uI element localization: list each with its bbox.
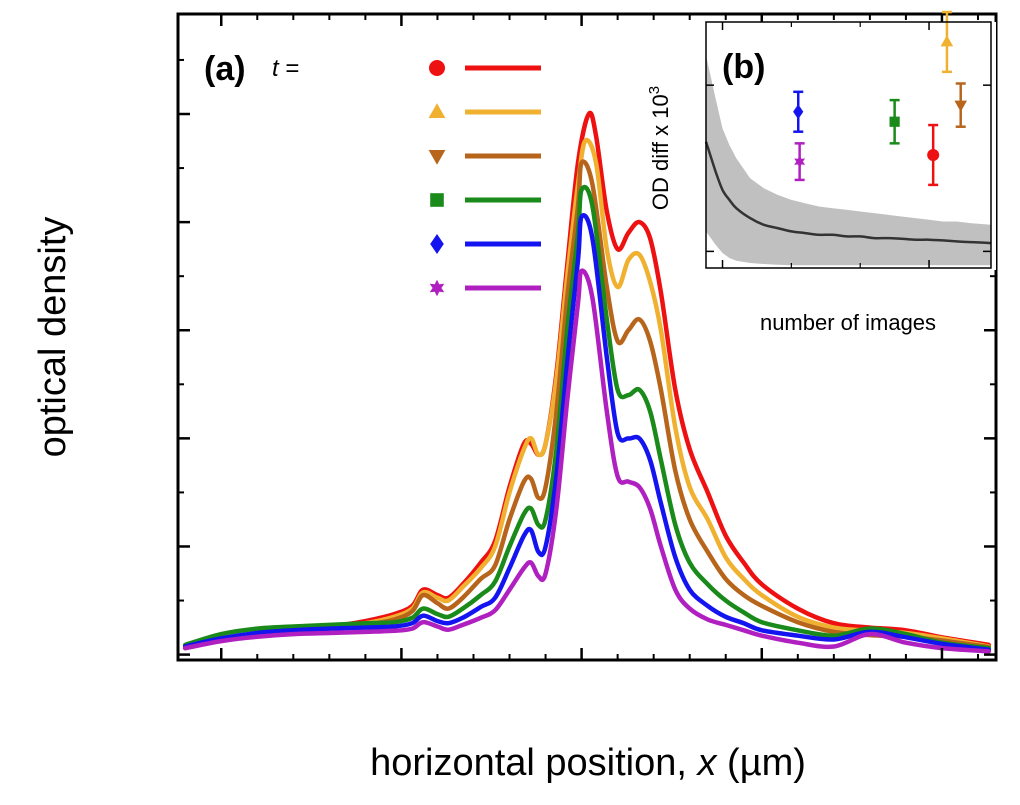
inset-marker-30ms	[927, 148, 940, 161]
panel-label-a: (a)	[204, 50, 246, 88]
inset-x-axis-label: number of images	[760, 310, 936, 335]
legend-marker-100ms	[428, 150, 446, 165]
inset-y-label-exp: 3	[646, 86, 663, 94]
legend-marker-60ms	[428, 103, 446, 118]
inset-marker-300ms	[793, 104, 804, 120]
inset-points	[793, 10, 967, 187]
inset-marker-60ms	[940, 35, 954, 47]
series-line-300ms	[182, 213, 992, 652]
legend-t-eq: =	[279, 55, 300, 82]
legend-t-var: t	[272, 55, 280, 82]
main-series-lines	[182, 110, 992, 654]
inset-marker-200ms	[889, 116, 900, 127]
noise-band-area	[706, 55, 991, 266]
legend-marker-200ms	[430, 193, 444, 207]
series-line-500ms	[182, 268, 992, 654]
inset-marker-500ms	[794, 155, 806, 168]
x-axis-label-var: x	[696, 742, 719, 784]
legend-marker-300ms	[430, 234, 444, 254]
main-plot-frame	[176, 12, 998, 662]
inset-y-label-base: OD diff x 10	[648, 94, 673, 210]
panel-label-b: (b)	[722, 48, 765, 86]
x-axis-label-prefix: horizontal position,	[370, 742, 697, 784]
inset-noise-band	[704, 55, 992, 266]
legend	[428, 60, 541, 297]
inset-marker-100ms	[954, 100, 967, 112]
inset-frame	[705, 21, 992, 269]
series-line-200ms	[182, 184, 992, 651]
inset-axis-ticks	[706, 22, 991, 268]
legend-marker-500ms	[429, 279, 445, 297]
main-chart: (a) optical density horizontal position,…	[32, 12, 998, 784]
legend-t-prefix: t =	[272, 55, 299, 82]
inset-y-axis-label: OD diff x 103	[646, 86, 673, 210]
y-axis-label: optical density	[32, 217, 74, 458]
x-axis-label: horizontal position, x (µm)	[370, 742, 806, 784]
legend-marker-30ms	[429, 60, 445, 76]
noise-mean-line	[704, 141, 992, 245]
series-line-100ms	[182, 159, 992, 651]
x-axis-label-suffix: (µm)	[717, 742, 806, 784]
inset-chart: (b) number of images OD diff x 103	[646, 10, 996, 335]
